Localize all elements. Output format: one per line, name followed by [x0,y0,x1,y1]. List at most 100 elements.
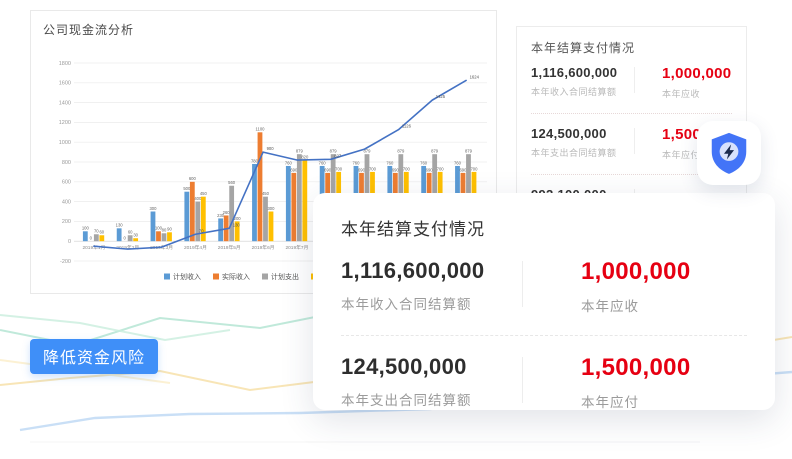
svg-text:700: 700 [369,166,377,171]
svg-text:760: 760 [454,160,462,165]
svg-text:700: 700 [470,166,478,171]
svg-text:500: 500 [183,186,191,191]
expense-settlement-label: 本年支出合同结算额 [531,148,617,158]
svg-text:780: 780 [251,158,259,163]
svg-text:300: 300 [267,206,275,211]
svg-text:2019年2月: 2019年2月 [116,244,139,251]
svg-text:760: 760 [420,160,428,165]
svg-text:90: 90 [167,227,172,232]
svg-text:760: 760 [319,160,327,165]
svg-text:690: 690 [392,167,400,172]
svg-text:450: 450 [200,191,208,196]
svg-text:700: 700 [437,166,445,171]
payable-value: 1,500,000 [581,354,691,381]
svg-text:879: 879 [397,149,405,154]
income-settlement-value: 1,116,600,000 [341,258,485,283]
svg-text:0: 0 [123,236,126,241]
svg-text:879: 879 [465,149,473,154]
popup-row-expense: 124,500,000 本年支出合同结算额 1,500,000 本年应付 [341,354,747,411]
svg-text:2019年1月: 2019年1月 [82,244,105,251]
svg-text:计划收入: 计划收入 [173,272,201,281]
expense-settlement-value: 124,500,000 [341,354,467,379]
svg-text:100: 100 [82,226,90,231]
svg-text:690: 690 [290,167,298,172]
svg-text:827: 827 [334,153,342,158]
cashflow-combo-chart: -200020040060080010001200140016001800100… [59,61,487,281]
svg-text:900: 900 [267,146,275,151]
svg-text:1000: 1000 [59,140,71,146]
svg-text:800: 800 [62,160,71,166]
chart-title: 公司现金流分析 [43,23,135,37]
svg-text:1600: 1600 [59,81,71,87]
svg-text:690: 690 [358,167,366,172]
svg-text:2019年5月: 2019年5月 [218,244,241,251]
svg-text:700: 700 [403,166,411,171]
svg-text:2019年7月: 2019年7月 [285,244,308,251]
svg-text:300: 300 [149,206,157,211]
svg-text:130: 130 [233,222,241,227]
svg-text:200: 200 [62,219,71,225]
svg-text:1100: 1100 [255,127,265,132]
settlement-popup-card: 本年结算支付情况 1,116,600,000 本年收入合同结算额 1,000,0… [313,193,775,410]
svg-text:1400: 1400 [59,100,71,106]
svg-text:2019年6月: 2019年6月 [252,244,275,251]
svg-text:879: 879 [330,149,338,154]
expense-settlement-value: 124,500,000 [531,126,607,141]
svg-text:690: 690 [459,167,467,172]
popup-row-income: 1,116,600,000 本年收入合同结算额 1,000,000 本年应收 [341,258,747,315]
svg-text:70: 70 [94,229,99,234]
svg-text:130: 130 [116,223,124,228]
svg-text:60: 60 [128,230,133,235]
receivable-value: 1,000,000 [581,258,691,285]
svg-text:1425: 1425 [436,94,446,99]
svg-text:879: 879 [363,149,371,154]
svg-text:690: 690 [324,167,332,172]
column-divider [634,67,635,93]
svg-text:700: 700 [335,166,343,171]
svg-text:1126: 1126 [402,124,412,129]
dotted-divider [531,113,732,114]
svg-text:760: 760 [386,160,394,165]
svg-text:实际收入: 实际收入 [222,272,250,281]
svg-text:760: 760 [285,160,293,165]
svg-text:600: 600 [189,176,197,181]
svg-text:260: 260 [223,210,231,215]
panel-title: 本年结算支付情况 [531,41,636,55]
receivable-label: 本年应收 [581,299,639,314]
svg-text:0: 0 [68,239,71,245]
income-settlement-value: 1,116,600,000 [531,65,618,80]
svg-text:1800: 1800 [59,61,71,67]
income-settlement-label: 本年收入合同结算额 [341,297,472,312]
svg-text:30: 30 [133,233,138,238]
svg-text:450: 450 [262,191,270,196]
security-shield-badge [697,121,761,185]
svg-text:200: 200 [234,216,242,221]
svg-text:60: 60 [99,230,104,235]
income-settlement-label: 本年收入合同结算额 [531,87,617,97]
svg-text:820: 820 [301,154,309,159]
shield-lightning-icon [711,132,747,174]
dotted-divider [531,174,732,175]
svg-text:879: 879 [431,149,439,154]
svg-text:80: 80 [162,228,167,233]
svg-text:100: 100 [155,226,163,231]
svg-text:600: 600 [62,180,71,186]
svg-text:1624: 1624 [470,74,480,79]
receivable-label: 本年应收 [662,89,701,99]
column-divider [522,261,523,307]
dashed-divider [341,335,747,336]
svg-text:1200: 1200 [59,120,71,126]
svg-text:0: 0 [90,236,93,241]
expense-settlement-label: 本年支出合同结算额 [341,393,472,408]
stats-row-income: 1,116,600,000 本年收入合同结算额 1,000,000 本年应收 [531,65,732,100]
svg-text:760: 760 [352,160,360,165]
reduce-risk-tag-button[interactable]: 降低资金风险 [30,339,159,374]
svg-text:560: 560 [228,180,236,185]
column-divider [634,128,635,154]
svg-text:400: 400 [62,199,71,205]
payable-label: 本年应付 [581,395,639,410]
svg-text:879: 879 [296,149,304,154]
column-divider [522,357,523,403]
svg-text:690: 690 [426,167,434,172]
receivable-value: 1,000,000 [662,65,732,82]
